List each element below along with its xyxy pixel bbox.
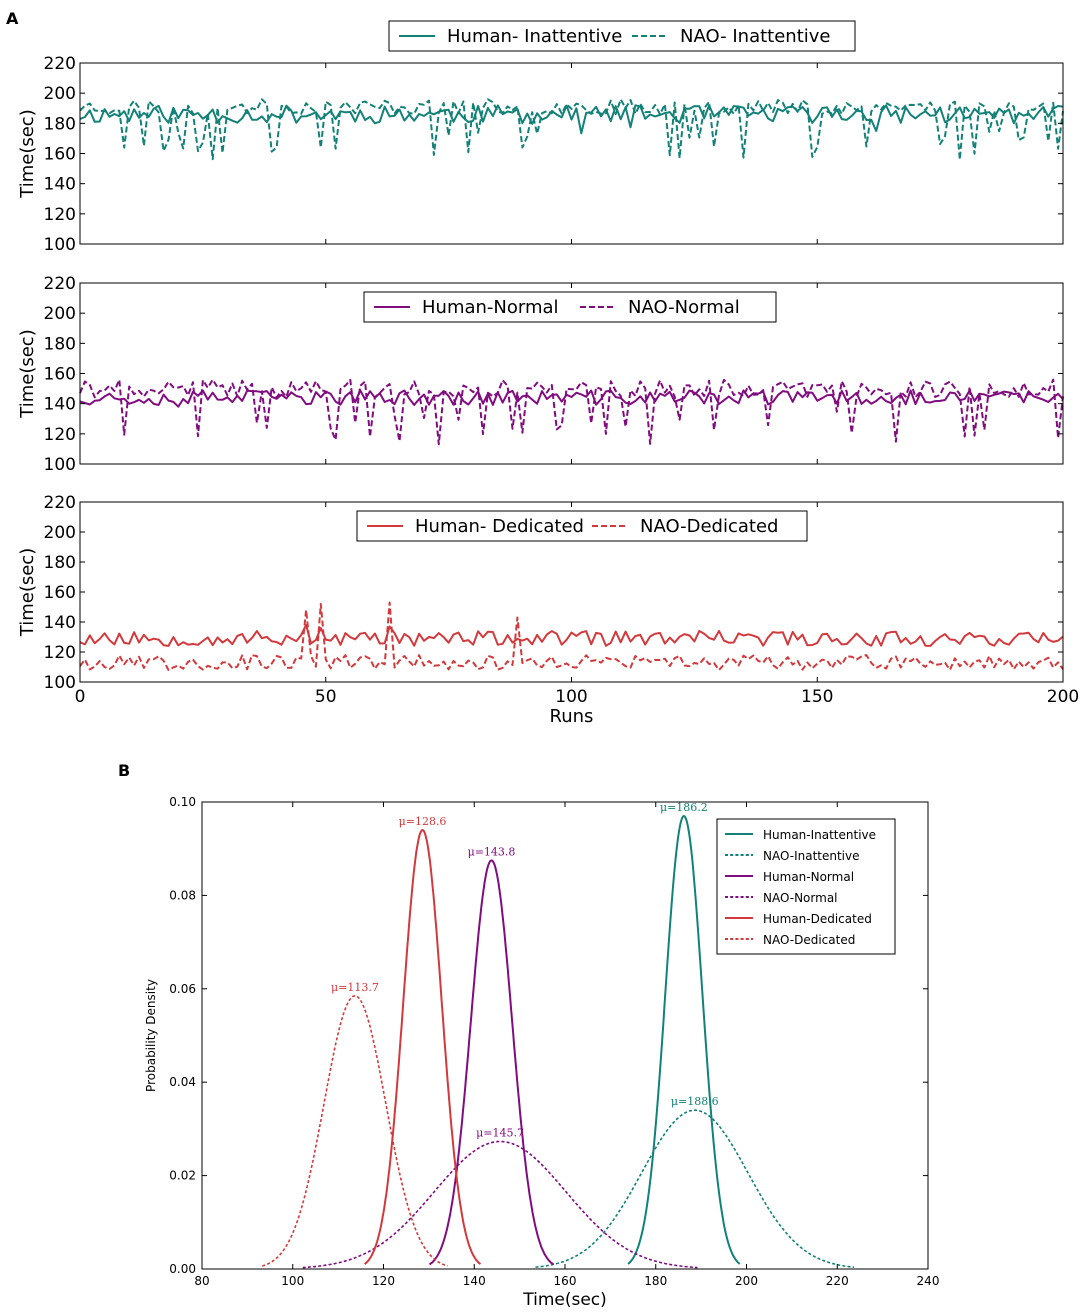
legend-box [388, 20, 856, 52]
legend-label: Human-Dedicated [763, 912, 872, 926]
legend-label: Human-Normal [763, 870, 854, 884]
legend-label: Human-Normal [422, 297, 559, 318]
legend: Human-Inattentive NAO-Inattentive Human-No… [716, 818, 896, 955]
x-tick-label: 160 [554, 1274, 577, 1288]
y-tick-label: 120 [44, 643, 76, 663]
y-axis-label: Time(sec) [17, 329, 38, 418]
y-tick-label: 0.10 [169, 795, 196, 809]
panel-label-b: B [118, 761, 130, 780]
y-tick-label: 0.04 [169, 1075, 196, 1089]
series-line-nao-inattentive [79, 98, 1064, 161]
mean-annotation: μ=188.6 [671, 1095, 719, 1108]
x-tick-label: 100 [555, 687, 587, 707]
mean-annotation: μ=113.7 [331, 981, 379, 994]
y-tick-label: 140 [44, 613, 76, 633]
legend-label: NAO-Dedicated [640, 516, 778, 537]
chart-panel-a3: 100 120 140 160 180 200 220 0 50 100 150 200 Time(se… [17, 493, 1079, 727]
y-tick-label: 140 [44, 175, 76, 195]
legend-label: Human-Inattentive [763, 828, 876, 842]
y-tick-label: 0.06 [169, 982, 196, 996]
x-tick-label: 200 [1047, 687, 1079, 707]
y-axis-label: Time(sec) [17, 109, 38, 198]
y-tick-label: 120 [44, 425, 76, 445]
series-line-human-normal [79, 389, 1064, 408]
legend: Human- Dedicated NAO-Dedicated [356, 510, 808, 542]
x-tick-label: 50 [315, 687, 337, 707]
x-tick-label: 120 [372, 1274, 395, 1288]
x-tick-label: 0 [75, 687, 86, 707]
y-tick-label: 200 [44, 84, 76, 104]
y-tick-label: 220 [44, 493, 76, 513]
legend-box [363, 291, 777, 323]
y-tick-label: 200 [44, 523, 76, 543]
y-tick-label: 100 [44, 235, 76, 255]
y-tick-label: 220 [44, 54, 76, 74]
x-tick-label: 150 [801, 687, 833, 707]
y-tick-label: 220 [44, 274, 76, 294]
density-curve-human-inattentive [627, 815, 741, 1265]
x-tick-label: 220 [826, 1274, 849, 1288]
legend-label: NAO-Normal [763, 891, 838, 905]
y-tick-label: 0.00 [169, 1262, 196, 1276]
density-curve-nao-inattentive [535, 1109, 855, 1268]
density-curve-nao-dedicated [262, 994, 448, 1267]
x-tick-label: 180 [644, 1274, 667, 1288]
y-tick-label: 120 [44, 205, 76, 225]
legend: Human-Normal NAO-Normal [363, 291, 777, 323]
y-tick-label: 0.08 [169, 888, 196, 902]
y-tick-label: 160 [44, 365, 76, 385]
density-curve-human-normal [428, 859, 555, 1266]
legend-label: NAO-Inattentive [763, 849, 860, 863]
series-line-human-dedicated [79, 624, 1064, 647]
y-tick-label: 180 [44, 553, 76, 573]
chart-panel-a1: 100 120 140 160 180 200 220 Time(sec) Human- Ina… [17, 20, 1064, 255]
x-axis-label: Runs [550, 706, 594, 727]
x-axis-label: Time(sec) [522, 1290, 607, 1310]
chart-panel-b: μ=186.2 μ=188.6 μ=143.8 μ=145.7 μ=128.6 μ=113… [144, 795, 939, 1310]
x-tick-label: 140 [463, 1274, 486, 1288]
legend-label: NAO-Dedicated [763, 933, 855, 947]
legend-label: Human- Dedicated [415, 516, 584, 537]
density-curve-nao-normal [302, 1140, 698, 1269]
x-tick-label: 80 [194, 1274, 209, 1288]
x-tick-label: 240 [917, 1274, 940, 1288]
series-line-human-inattentive [79, 104, 1064, 135]
y-tick-label: 100 [44, 673, 76, 693]
y-tick-label: 0.02 [169, 1169, 196, 1183]
panel-label-a: A [6, 9, 19, 28]
mean-annotation: μ=128.6 [399, 815, 447, 828]
y-axis-label: Probability Density [144, 979, 158, 1092]
y-tick-label: 140 [44, 395, 76, 415]
y-tick-label: 160 [44, 583, 76, 603]
y-tick-label: 180 [44, 114, 76, 134]
series-line-nao-normal [79, 378, 1064, 446]
x-tick-label: 200 [735, 1274, 758, 1288]
legend-box [356, 510, 808, 542]
series-line-nao-dedicated [79, 601, 1064, 671]
x-tick-label: 100 [281, 1274, 304, 1288]
mean-annotation: μ=145.7 [476, 1127, 524, 1140]
y-tick-label: 160 [44, 145, 76, 165]
mean-annotation: μ=143.8 [468, 845, 516, 858]
legend-box [716, 818, 896, 955]
chart-panel-a2: 100 120 140 160 180 200 220 Time(sec) Human-Norm… [17, 274, 1064, 475]
mean-annotation: μ=186.2 [660, 801, 708, 814]
legend-label: NAO- Inattentive [680, 26, 830, 47]
legend-label: NAO-Normal [628, 297, 740, 318]
density-curve-human-dedicated [364, 829, 482, 1265]
y-tick-label: 180 [44, 334, 76, 354]
y-tick-label: 200 [44, 304, 76, 324]
legend-label: Human- Inattentive [447, 26, 622, 47]
y-axis-label: Time(sec) [17, 548, 38, 637]
y-tick-label: 100 [44, 455, 76, 475]
plot-frame [79, 62, 1064, 245]
legend: Human- Inattentive NAO- Inattentive [388, 20, 856, 52]
